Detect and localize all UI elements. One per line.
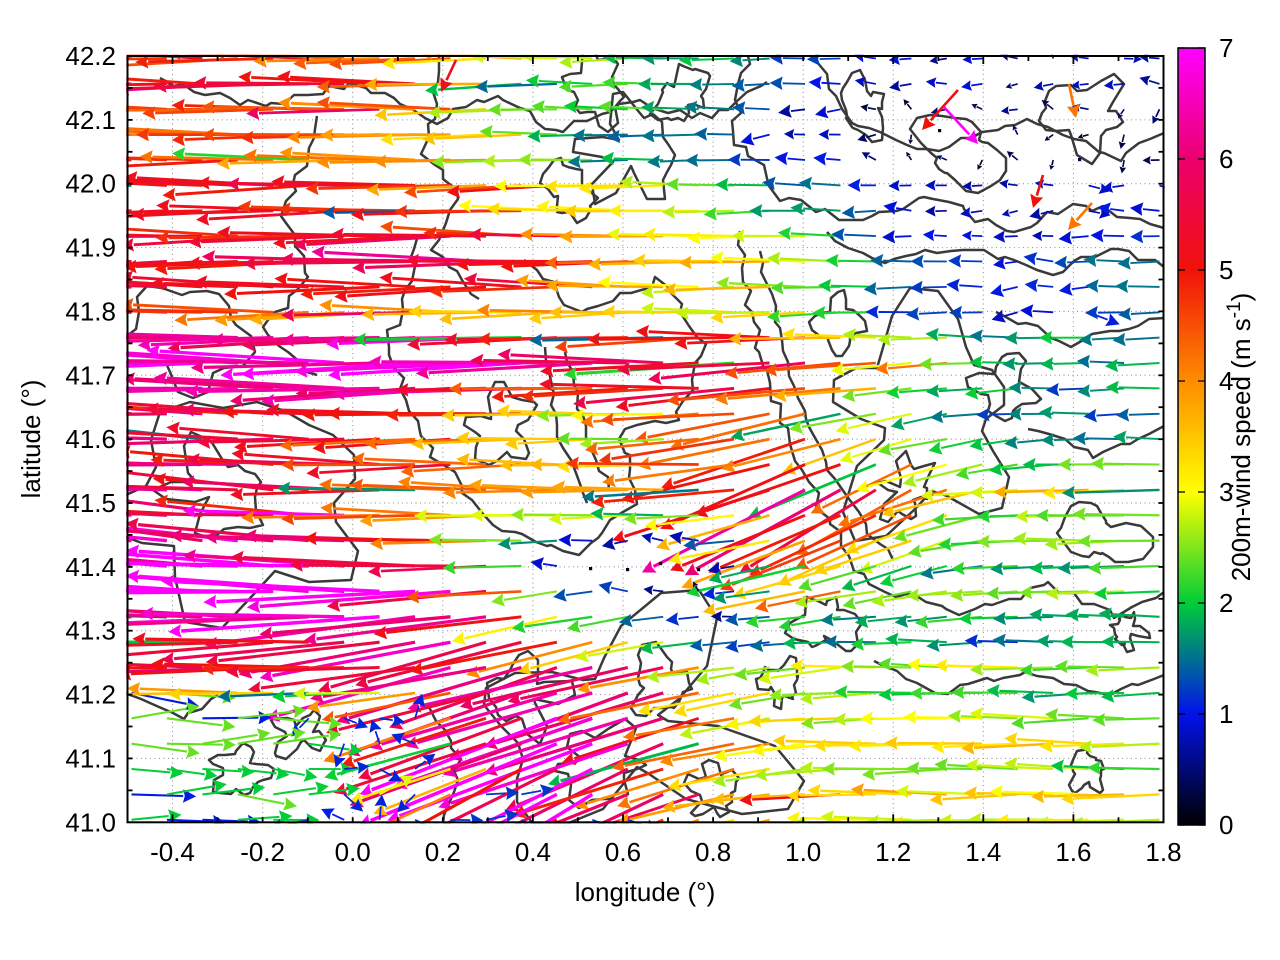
svg-text:1.2: 1.2 <box>875 837 911 867</box>
svg-text:1.4: 1.4 <box>965 837 1001 867</box>
svg-text:-0.2: -0.2 <box>240 837 285 867</box>
svg-text:42.1: 42.1 <box>65 105 116 135</box>
svg-text:0: 0 <box>1219 810 1233 840</box>
svg-text:5: 5 <box>1219 255 1233 285</box>
svg-text:41.9: 41.9 <box>65 233 116 263</box>
svg-text:41.7: 41.7 <box>65 360 116 390</box>
svg-text:1.0: 1.0 <box>785 837 821 867</box>
svg-text:41.5: 41.5 <box>65 488 116 518</box>
svg-text:longitude (°): longitude (°) <box>575 877 715 907</box>
svg-text:7: 7 <box>1219 33 1233 63</box>
svg-text:0.4: 0.4 <box>515 837 551 867</box>
svg-text:41.1: 41.1 <box>65 743 116 773</box>
svg-text:latitude (°): latitude (°) <box>16 380 46 499</box>
svg-text:3: 3 <box>1219 477 1233 507</box>
svg-text:41.6: 41.6 <box>65 424 116 454</box>
svg-text:0.8: 0.8 <box>695 837 731 867</box>
svg-text:41.3: 41.3 <box>65 616 116 646</box>
svg-text:42.0: 42.0 <box>65 169 116 199</box>
svg-text:41.2: 41.2 <box>65 680 116 710</box>
svg-text:6: 6 <box>1219 144 1233 174</box>
svg-text:41.8: 41.8 <box>65 296 116 326</box>
svg-text:41.0: 41.0 <box>65 807 116 837</box>
svg-text:42.2: 42.2 <box>65 41 116 71</box>
svg-text:4: 4 <box>1219 366 1233 396</box>
svg-text:1: 1 <box>1219 699 1233 729</box>
svg-text:200m-wind speed (m s-1): 200m-wind speed (m s-1) <box>1224 293 1256 582</box>
svg-text:0.6: 0.6 <box>605 837 641 867</box>
svg-text:0.0: 0.0 <box>335 837 371 867</box>
svg-text:1.8: 1.8 <box>1145 837 1181 867</box>
svg-text:41.4: 41.4 <box>65 552 116 582</box>
svg-text:-0.4: -0.4 <box>150 837 195 867</box>
svg-text:0.2: 0.2 <box>425 837 461 867</box>
svg-text:2: 2 <box>1219 588 1233 618</box>
svg-text:1.6: 1.6 <box>1055 837 1091 867</box>
